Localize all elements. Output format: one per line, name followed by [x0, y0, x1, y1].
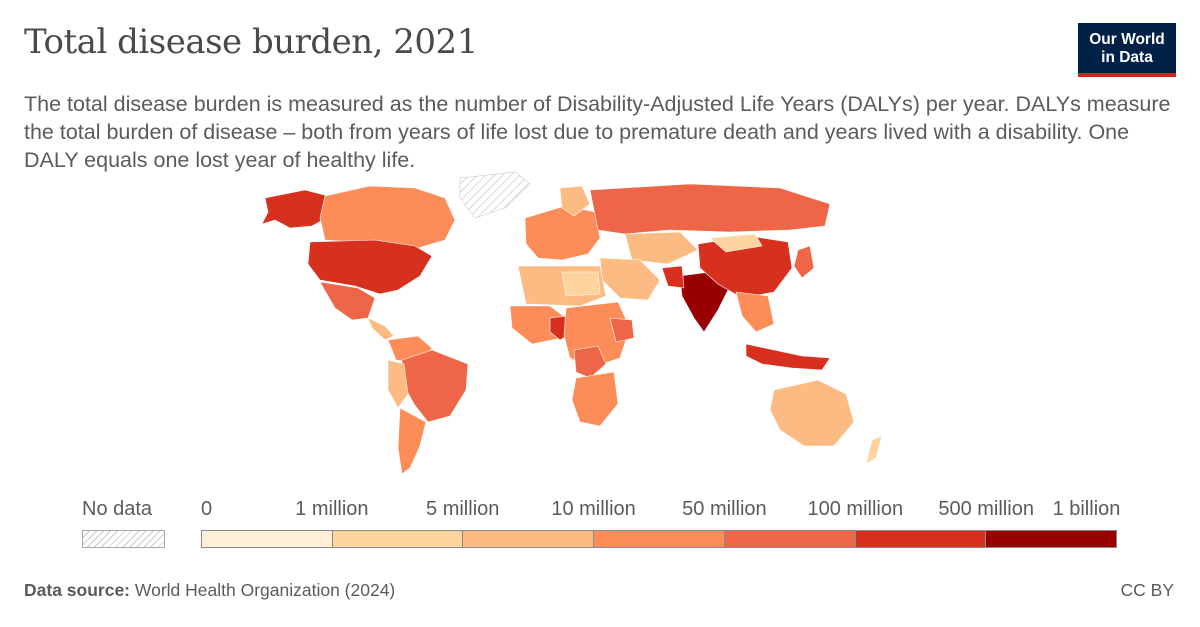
legend-color-bins — [201, 530, 1118, 548]
chart-title: Total disease burden, 2021 — [24, 22, 478, 62]
region-andes[interactable] — [387, 359, 409, 409]
region-southeast-asia[interactable] — [735, 291, 775, 333]
region-canada[interactable] — [319, 185, 456, 249]
legend-tick-label: 500 million — [938, 498, 1034, 520]
owid-logo[interactable]: Our World in Data — [1078, 23, 1176, 77]
legend-bin-4[interactable] — [724, 530, 856, 548]
region-japan[interactable] — [793, 245, 815, 279]
legend-tick-label: 0 — [201, 498, 213, 520]
legend-bin-5[interactable] — [855, 530, 987, 548]
legend-tick-label: 50 million — [682, 498, 767, 520]
region-pakistan[interactable] — [661, 265, 685, 289]
legend-tick-label: 100 million — [807, 498, 904, 520]
region-scandinavia[interactable] — [559, 185, 591, 217]
data-source: Data source: World Health Organization (… — [24, 580, 395, 601]
region-europe[interactable] — [524, 205, 601, 261]
legend-bin-2[interactable] — [463, 530, 595, 548]
region-mongolia[interactable] — [709, 233, 763, 253]
legend-tick-label: 1 million — [295, 498, 369, 520]
region-central-asia[interactable] — [624, 231, 699, 265]
legend-bin-3[interactable] — [594, 530, 725, 548]
logo-line-2: in Data — [1101, 49, 1153, 66]
region-russia[interactable] — [589, 183, 831, 235]
region-dr-congo[interactable] — [573, 345, 607, 379]
world-map — [261, 171, 883, 475]
logo-line-1: Our World — [1089, 31, 1165, 48]
region-middle-east[interactable] — [599, 257, 661, 301]
region-australia[interactable] — [769, 379, 855, 447]
region-brazil[interactable] — [401, 349, 469, 423]
legend-no-data-swatch — [82, 530, 165, 548]
region-greenland[interactable] — [459, 171, 531, 219]
region-indonesia[interactable] — [745, 343, 831, 371]
legend-bin-1[interactable] — [332, 530, 464, 548]
legend-tick-label: 5 million — [426, 498, 500, 520]
data-source-label: Data source: — [24, 580, 131, 600]
region-china[interactable] — [697, 235, 793, 299]
region-southern-africa[interactable] — [571, 371, 619, 427]
legend-tick-label: 10 million — [551, 498, 636, 520]
region-united-states[interactable] — [307, 239, 433, 295]
legend-no-data-label: No data — [82, 498, 153, 520]
legend-bin-0[interactable] — [201, 530, 333, 548]
region-ethiopia[interactable] — [609, 317, 635, 343]
legend-bin-6[interactable] — [986, 530, 1118, 548]
region-central-america[interactable] — [367, 317, 395, 341]
legend: No data 0 1 million 5 million 10 million 50 … — [0, 490, 1200, 560]
region-new-zealand[interactable] — [865, 435, 883, 465]
license[interactable]: CC BY — [1120, 580, 1174, 600]
region-libya[interactable] — [561, 271, 601, 297]
data-source-text[interactable]: World Health Organization (2024) — [134, 580, 396, 600]
region-southern-cone[interactable] — [397, 407, 427, 475]
legend-tick-label: 1 billion — [1052, 498, 1121, 520]
region-alaska[interactable] — [261, 189, 331, 229]
chart-subtitle: The total disease burden is measured as … — [24, 92, 1171, 172]
